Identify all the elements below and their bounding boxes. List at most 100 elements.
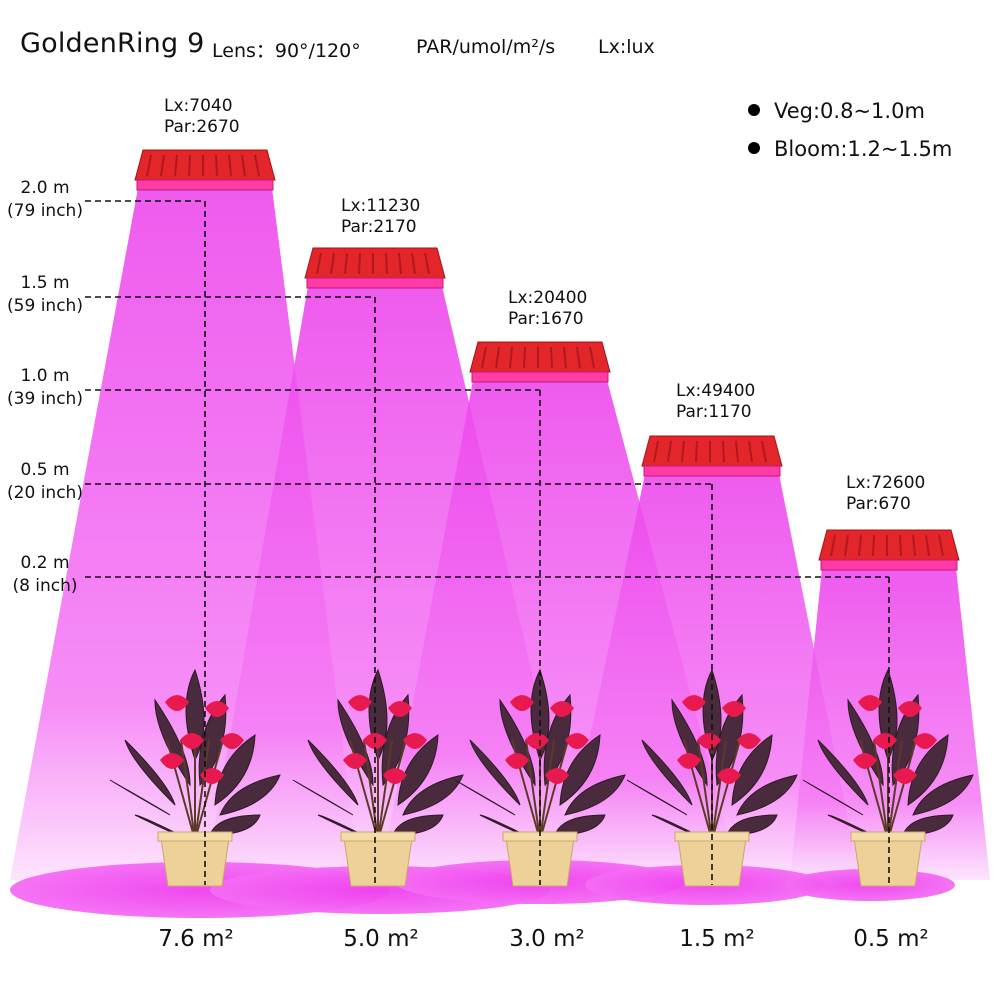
grow-light-3 [641, 435, 783, 477]
par-value: Par:1170 [676, 402, 752, 422]
lamp-housing [818, 529, 960, 561]
lamp-fin [316, 252, 322, 275]
coverage-area-2m: 7.6 m² [158, 926, 234, 952]
reading-2m: Lx:7040 Par:2670 [164, 96, 240, 138]
lamp-fin [722, 440, 725, 463]
lamp-fin [215, 154, 218, 177]
coverage-area-0-5m: 1.5 m² [679, 926, 755, 952]
height-inch: (39 inch) [7, 389, 83, 409]
grow-light-0 [134, 149, 276, 191]
plant-stem [539, 739, 569, 841]
legend-bloom-label: Bloom:1.2~1.5m [774, 137, 953, 161]
grow-light-1 [304, 247, 446, 289]
par-value: Par:670 [846, 494, 911, 514]
lamp-fin [912, 534, 916, 557]
lamp-fin [385, 252, 388, 275]
plant-stem [873, 739, 889, 841]
flower-icon [677, 753, 701, 769]
plant-stem [711, 739, 741, 841]
flower-icon [545, 768, 569, 784]
lamp-fin [653, 440, 659, 463]
flower-pot-rim [157, 831, 233, 842]
lamp-fin [174, 154, 178, 177]
height-inch: (20 inch) [7, 483, 83, 503]
lamp-fin [761, 440, 767, 463]
bullet-icon [748, 142, 760, 154]
lamp-fin [254, 154, 260, 177]
lux-value: Lx:49400 [676, 381, 756, 401]
plant-leaf [912, 774, 974, 816]
height-label-0-5m: 0.5 m (20 inch) [0, 459, 90, 505]
lamp-led-panel [643, 465, 781, 477]
lux-unit: Lx:lux [598, 36, 655, 58]
plant-leaf [626, 779, 688, 816]
flower-icon [505, 753, 529, 769]
bullet-icon [748, 104, 760, 116]
height-m: 0.5 m [20, 460, 70, 480]
flower-icon [383, 768, 407, 784]
plant-stem [363, 739, 379, 841]
flower-icon [165, 695, 189, 711]
plant-1 [292, 668, 464, 887]
lamp-fin [160, 154, 165, 177]
plant-leaf [641, 739, 693, 806]
flower-pot-rim [850, 831, 926, 842]
plant-leaf [402, 774, 464, 816]
flower-icon [697, 733, 721, 749]
flower-icon [550, 701, 574, 717]
flower-pot [853, 837, 923, 887]
legend-veg-label: Veg:0.8~1.0m [774, 99, 925, 123]
height-m: 2.0 m [20, 178, 70, 198]
lamp-fin [681, 440, 685, 463]
plant-leaf [109, 779, 171, 816]
flower-icon [565, 733, 589, 749]
height-m: 1.0 m [20, 366, 70, 386]
lamp-fin [748, 440, 753, 463]
flower-icon [873, 733, 897, 749]
plant-stem [887, 739, 917, 841]
flower-icon [858, 695, 882, 711]
lamp-fin [509, 346, 513, 369]
flower-icon [403, 733, 427, 749]
lamp-fin [344, 252, 348, 275]
lamp-led-panel [306, 277, 444, 289]
lamp-fin [830, 534, 836, 557]
coverage-area-1m: 3.0 m² [509, 926, 585, 952]
flower-icon [898, 701, 922, 717]
par-value: Par:2670 [164, 117, 240, 137]
flower-icon [388, 701, 412, 717]
lamp-led-panel [820, 559, 958, 571]
lamp-fin [188, 154, 191, 177]
plant-stem [194, 739, 224, 841]
par-value: Par:1670 [508, 309, 584, 329]
plant-3 [626, 668, 798, 887]
flower-icon [348, 695, 372, 711]
product-title: GoldenRing 9 [20, 28, 205, 59]
lux-value: Lx:72600 [846, 473, 926, 493]
reading-1-5m: Lx:11230 Par:2170 [341, 196, 420, 238]
par-value: Par:2170 [341, 217, 417, 237]
flower-icon [853, 753, 877, 769]
lux-value: Lx:11230 [341, 196, 421, 216]
grow-light-4 [818, 529, 960, 571]
plant-stem [525, 739, 541, 841]
lamp-fin [411, 252, 416, 275]
lamp-fin [330, 252, 335, 275]
flower-pot [343, 837, 413, 887]
plant-leaf [292, 779, 354, 816]
lamp-led-panel [136, 179, 274, 191]
flower-pot [160, 837, 230, 887]
height-label-1m: 1.0 m (39 inch) [0, 365, 90, 411]
plant-leaf [454, 779, 516, 816]
plant-leaf [736, 774, 798, 816]
lamp-fin [576, 346, 581, 369]
plant-stem [539, 739, 555, 841]
height-label-0-2m: 0.2 m (8 inch) [0, 552, 90, 598]
plant-leaf [307, 739, 359, 806]
height-inch: (8 inch) [12, 576, 78, 596]
lamp-fin [667, 440, 672, 463]
flower-icon [893, 768, 917, 784]
flower-icon [510, 695, 534, 711]
lamp-fin [925, 534, 930, 557]
